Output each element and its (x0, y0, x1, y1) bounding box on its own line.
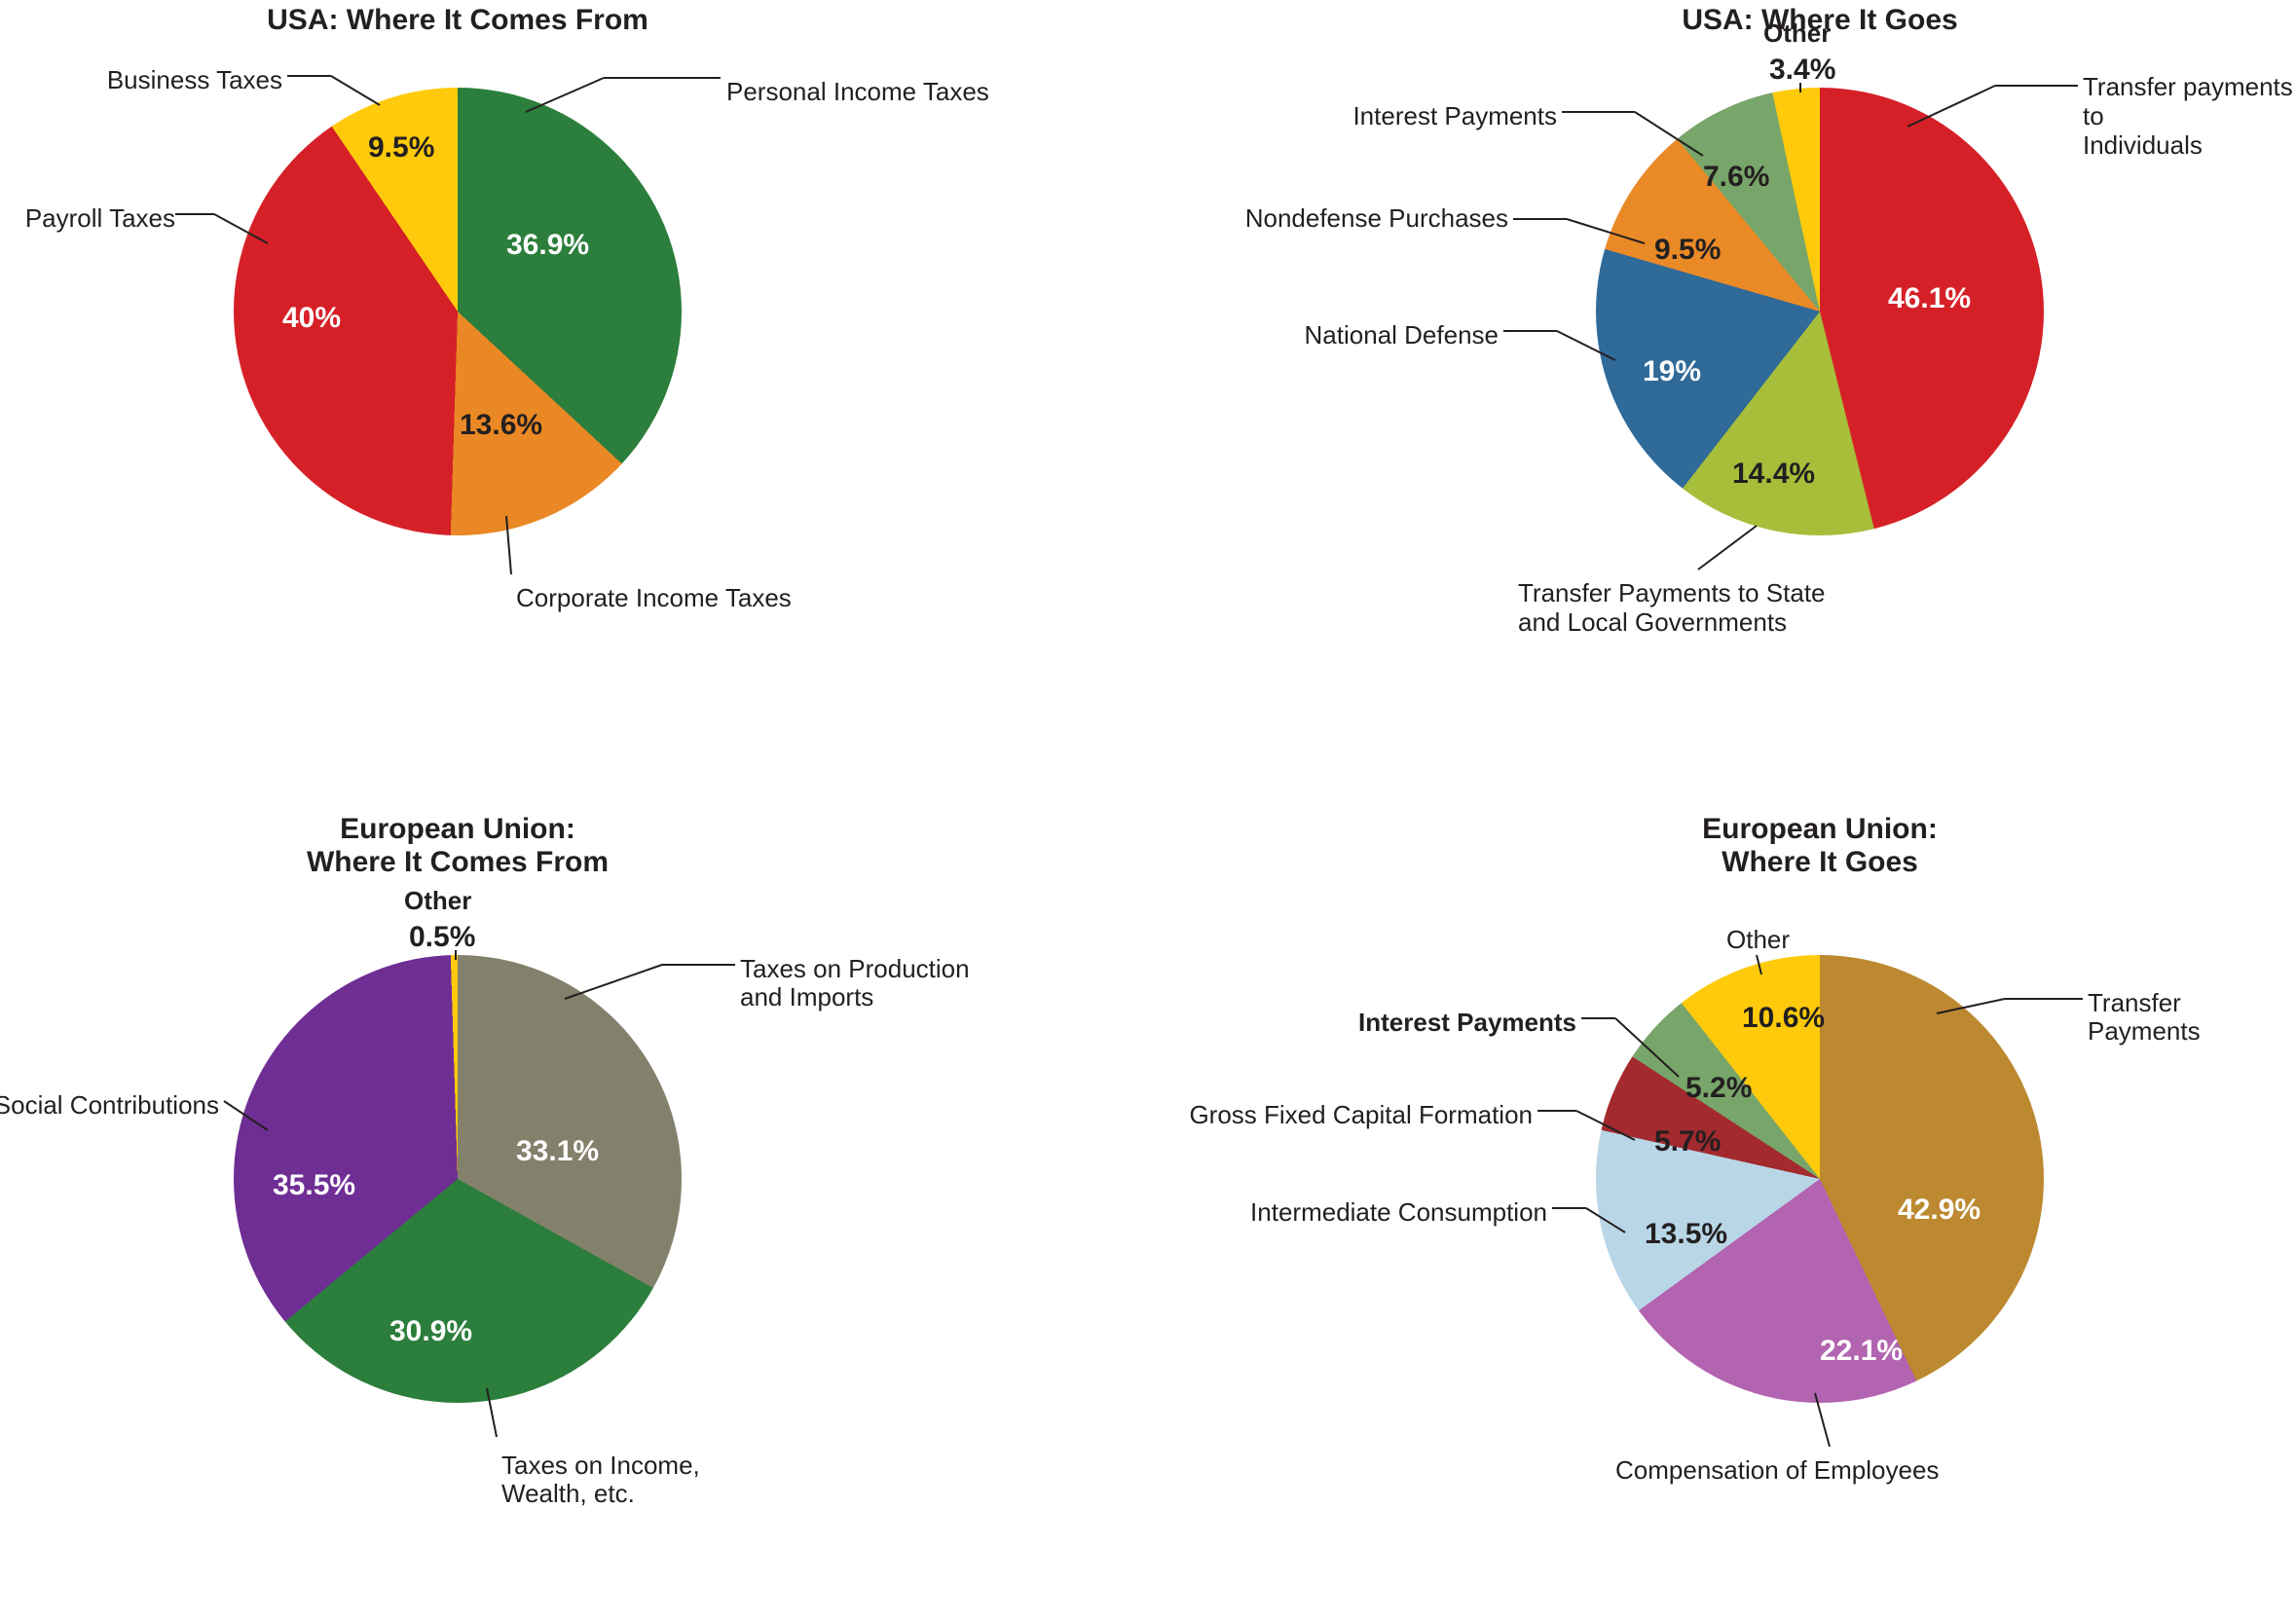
pct-eu_to-1: 22.1% (1820, 1335, 1903, 1368)
label-usa_to-3: Nondefense Purchases (1216, 204, 1508, 234)
label-eu_to-4: Interest Payments (1343, 1009, 1576, 1038)
pie-usa_to (1596, 88, 2044, 535)
pct-usa_to-2: 19% (1643, 355, 1701, 388)
chart-usa_from: USA: Where It Comes From 36.9% Personal In… (0, 0, 1148, 809)
leader-usa_from-3-seg0 (331, 76, 380, 105)
chart-title-usa_from: USA: Where It Comes From (234, 4, 682, 38)
label-usa_from-3: Business Taxes (97, 66, 282, 95)
label-usa_to-5: Other (1763, 19, 1831, 49)
label-eu_to-3: Gross Fixed Capital Formation (1163, 1101, 1533, 1130)
label-eu_from-2: Social Contributions (0, 1091, 219, 1121)
pct-usa_from-0: 36.9% (506, 229, 589, 262)
label-usa_from-2: Payroll Taxes (10, 204, 175, 234)
label-eu_to-5: Other (1726, 926, 1790, 955)
label-usa_from-0: Personal Income Taxes (726, 78, 989, 107)
pct-eu_from-2: 35.5% (273, 1169, 355, 1202)
label-usa_to-2: National Defense (1275, 321, 1499, 350)
label-usa_from-1: Corporate Income Taxes (516, 584, 792, 613)
pct-usa_from-1: 13.6% (460, 409, 542, 442)
chart-title-eu_to: European Union: Where It Goes (1596, 813, 2044, 880)
pct-eu_to-0: 42.9% (1898, 1194, 1981, 1227)
pct-eu_to-4: 5.2% (1685, 1072, 1752, 1105)
pct-usa_to-5: 3.4% (1769, 54, 1835, 87)
label-usa_to-1: Transfer Payments to State and Local Gov… (1518, 579, 1826, 638)
chart-eu_from: European Union: Where It Comes From 33.1%… (0, 809, 1148, 1617)
pct-eu_to-2: 13.5% (1645, 1218, 1727, 1251)
label-usa_to-4: Interest Payments (1323, 102, 1557, 131)
pct-eu_from-0: 33.1% (516, 1135, 599, 1168)
pct-eu_to-5: 10.6% (1742, 1002, 1825, 1035)
pct-usa_to-3: 9.5% (1654, 234, 1721, 267)
label-eu_to-1: Compensation of Employees (1615, 1456, 1939, 1486)
label-eu_to-2: Intermediate Consumption (1216, 1198, 1547, 1228)
label-eu_from-0: Taxes on Production and Imports (740, 955, 970, 1013)
label-usa_to-0: Transfer payments to Individuals (2083, 73, 2296, 161)
chart-usa_to: USA: Where It Goes46.1%Transfer payments… (1148, 0, 2296, 809)
pct-eu_from-1: 30.9% (389, 1315, 472, 1348)
pct-usa_to-0: 46.1% (1888, 282, 1971, 315)
chart-eu_to: European Union: Where It Goes 42.9% Transf… (1148, 809, 2296, 1617)
label-eu_from-3: Other (404, 887, 471, 916)
label-eu_to-0: Transfer Payments (2088, 989, 2296, 1047)
chart-title-eu_from: European Union: Where It Comes From (234, 813, 682, 880)
pct-usa_from-2: 40% (282, 302, 341, 335)
pct-eu_to-3: 5.7% (1654, 1125, 1721, 1158)
leader-usa_to-1-seg0 (1698, 526, 1757, 570)
pct-usa_to-4: 7.6% (1703, 161, 1769, 194)
pct-eu_from-3: 0.5% (409, 921, 475, 954)
label-eu_from-1: Taxes on Income, Wealth, etc. (501, 1452, 700, 1510)
pct-usa_to-1: 14.4% (1732, 458, 1815, 491)
pct-usa_from-3: 9.5% (368, 131, 434, 165)
